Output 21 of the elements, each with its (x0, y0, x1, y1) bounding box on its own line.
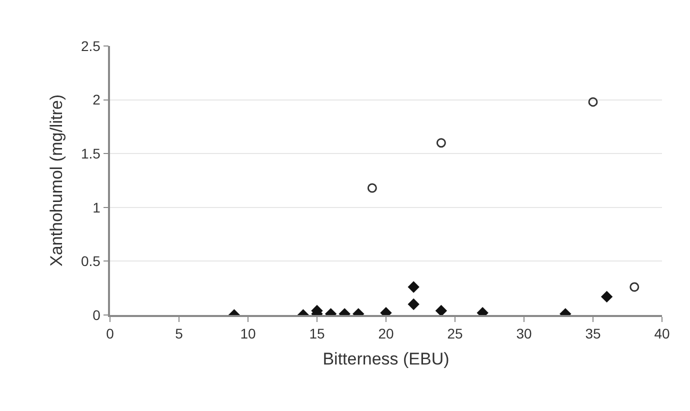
y-tick-label: 0 (92, 306, 101, 323)
point (367, 183, 377, 193)
x-tick-label: 35 (585, 326, 601, 342)
y-tick-label: 0.5 (80, 253, 101, 270)
x-axis-title: Bitterness (EBU) (322, 349, 450, 368)
x-tick-label: 15 (309, 326, 325, 342)
y-axis-title: Xanthohumol (mg/litre) (47, 94, 66, 266)
point (588, 97, 598, 107)
x-tick-label: 0 (106, 326, 114, 342)
x-tick-label: 30 (516, 326, 532, 342)
x-tick-label: 40 (654, 326, 670, 342)
y-tick-label: 1.5 (80, 146, 101, 162)
x-tick-label: 10 (240, 326, 256, 342)
point (435, 304, 448, 315)
point (436, 138, 446, 148)
x-tick-label: 25 (447, 326, 463, 342)
x-tick-label: 20 (378, 326, 394, 342)
y-tick-label: 1 (92, 199, 101, 216)
y-tick-label: 2.5 (80, 38, 101, 54)
y-tick-label: 2 (92, 92, 101, 108)
x-tick-label: 5 (175, 326, 184, 342)
